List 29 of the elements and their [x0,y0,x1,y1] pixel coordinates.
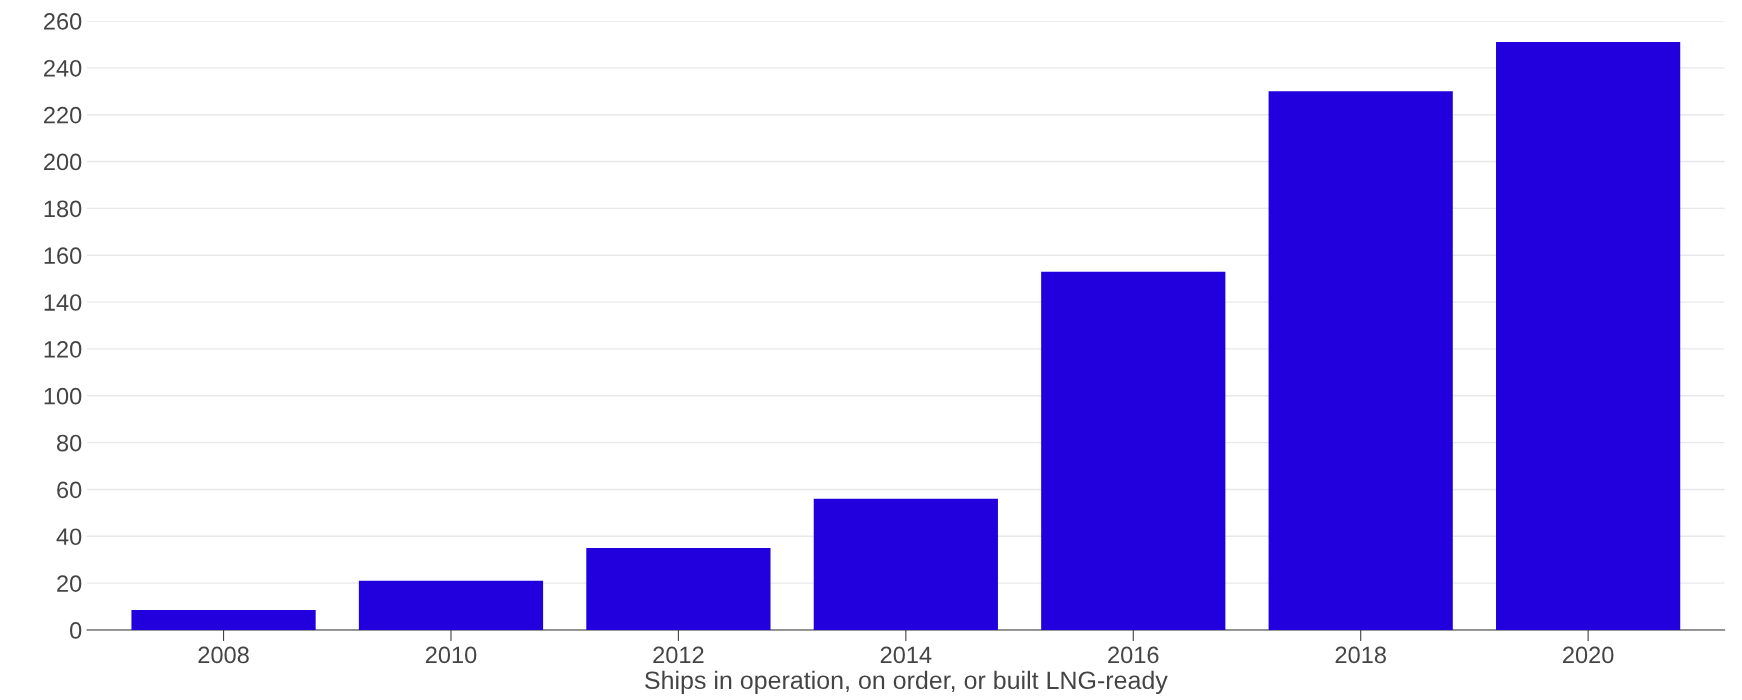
bar [1496,42,1681,630]
y-tick-label: 100 [44,387,82,405]
bar [586,548,771,630]
y-tick-label: 40 [56,528,82,546]
x-tick-label: 2020 [1563,646,1614,664]
y-tick-label: 140 [44,294,82,311]
bar [813,498,998,630]
x-tick-label: 2010 [425,646,477,664]
y-tick-label: 60 [57,481,82,499]
y-tick-label: 220 [44,106,82,124]
y-tick-label: 180 [44,200,82,218]
x-tick-label: 2012 [653,646,704,664]
y-tick-label: 120 [44,340,82,358]
y-tick-label: 200 [44,153,82,171]
y-tick-label: 240 [44,59,82,77]
x-axis-title: Ships in operation, on order, or built LNG-ready [645,670,1168,695]
x-tick-label: 2008 [198,646,249,664]
bar [131,610,316,630]
y-tick-label: 20 [57,575,82,592]
x-tick-label: 2018 [1335,646,1386,664]
y-tick-label: 0 [70,622,82,639]
y-tick-label: 160 [44,247,82,265]
bar [1041,271,1226,630]
x-tick-label: 2016 [1108,646,1159,664]
y-tick-label: 260 [44,13,82,30]
y-tick-label: 80 [57,434,82,452]
bar [358,580,544,630]
bar [1268,91,1453,630]
x-tick-label: 2014 [880,646,932,664]
